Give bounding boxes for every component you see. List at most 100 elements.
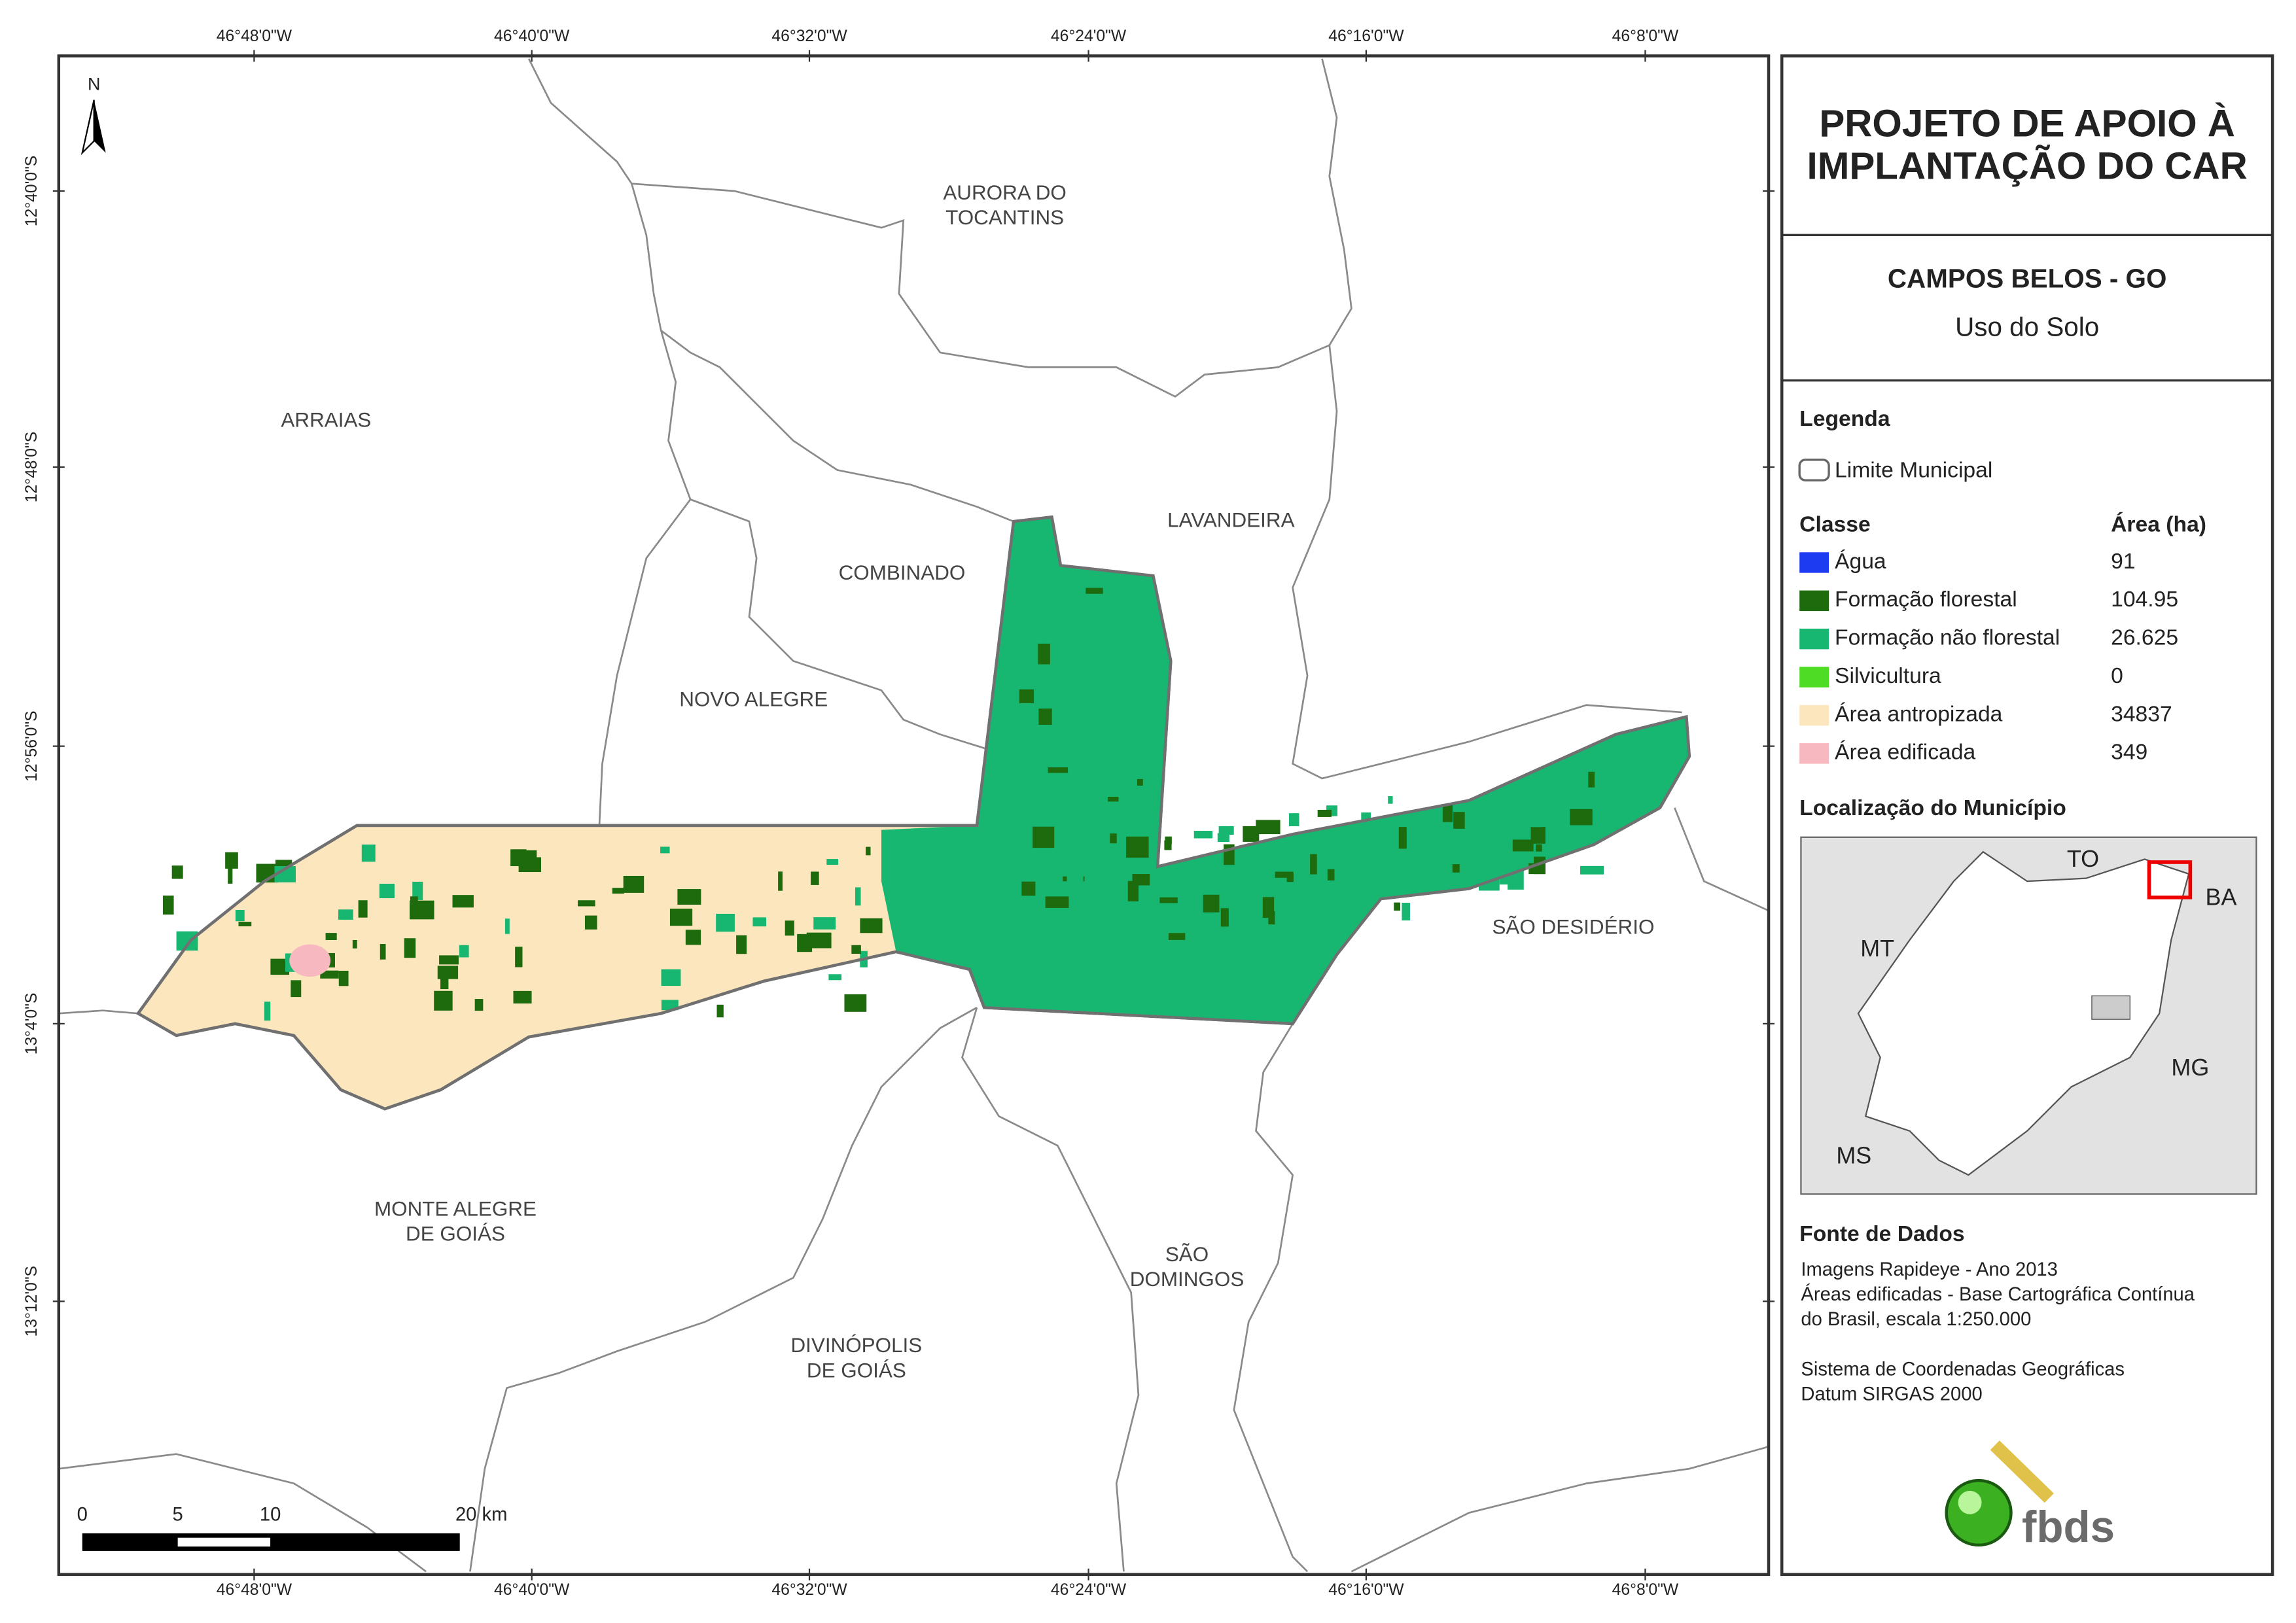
locator-label: MS <box>1836 1142 1871 1169</box>
locator-label: MG <box>2171 1054 2209 1081</box>
x-coordinate: 46°16'0"W <box>1328 1581 1404 1599</box>
forest-patch <box>855 887 861 906</box>
legend-label: Formação não florestal <box>1835 626 2060 650</box>
y-coordinate: 12°40'0"S <box>23 156 41 226</box>
y-coordinate: 13°12'0"S <box>23 1266 41 1336</box>
forest-patch <box>1164 840 1172 850</box>
x-coordinate: 46°32'0"W <box>771 27 847 45</box>
boundary-swatch <box>1798 459 1830 481</box>
legend-swatch <box>1799 705 1829 726</box>
forest-patch <box>1452 864 1460 873</box>
forest-patch <box>669 908 693 926</box>
forest-patch <box>1530 827 1545 844</box>
title: PROJETO DE APOIO À <box>1819 102 2235 145</box>
forest-patch <box>1035 614 1044 625</box>
municipality-boundary <box>135 515 1691 1111</box>
logo-mark <box>1958 1490 1982 1514</box>
forest-patch <box>1534 856 1546 875</box>
forest-patch <box>1107 797 1119 802</box>
locator-label: TO <box>2067 845 2099 872</box>
forest-patch <box>452 895 474 908</box>
forest-patch <box>1193 831 1213 839</box>
forest-patch <box>1588 771 1595 788</box>
forest-patch <box>685 930 701 945</box>
place-name: SÃO <box>1165 1243 1209 1266</box>
place-name: DIVINÓPOLIS <box>790 1334 922 1357</box>
urban-area <box>289 944 331 977</box>
place-name: DE GOIÁS <box>807 1359 906 1382</box>
forest-patch <box>736 935 747 954</box>
forest-patches <box>162 587 1604 1021</box>
legend-label: Água <box>1835 550 1886 574</box>
place-name: ARRAIAS <box>281 409 371 432</box>
place-name: SÃO DESIDÉRIO <box>1492 915 1654 938</box>
x-coordinate: 46°40'0"W <box>494 1581 570 1599</box>
forest-patch <box>1528 863 1534 875</box>
forest-patch <box>860 918 883 934</box>
forest-patch <box>1127 881 1139 901</box>
logo-mark <box>1990 1440 2054 1503</box>
legend-label: Área antropizada <box>1835 702 2003 726</box>
place-name: AURORA DO <box>943 181 1067 204</box>
x-coordinate: 46°32'0"W <box>771 1581 847 1599</box>
forest-patch <box>1275 871 1294 878</box>
locator-title: Localização do Município <box>1799 796 2066 820</box>
forest-patch <box>264 1002 271 1021</box>
legend-title: Legenda <box>1799 407 1890 431</box>
forest-patch <box>171 865 183 879</box>
forest-patch <box>1086 587 1103 594</box>
legend-area: 34837 <box>2111 702 2172 726</box>
x-coordinate: 46°16'0"W <box>1328 27 1404 45</box>
scale-label: 20 km <box>455 1505 507 1526</box>
legend-area: 26.625 <box>2111 626 2178 650</box>
forest-patch <box>1132 874 1150 886</box>
source-line: Imagens Rapideye - Ano 2013 <box>1801 1259 2057 1280</box>
forest-patch <box>1093 607 1117 629</box>
forest-patch <box>1346 878 1361 884</box>
forest-patch <box>612 888 624 894</box>
legend-area: 91 <box>2111 550 2135 574</box>
forest-patch <box>437 966 459 979</box>
forest-patch <box>1038 708 1052 725</box>
forest-patch <box>504 918 510 934</box>
locator-label: MT <box>1860 935 1894 962</box>
forest-patch <box>623 875 645 893</box>
legend-swatch <box>1799 628 1829 650</box>
title: IMPLANTAÇÃO DO CAR <box>1807 145 2248 188</box>
forest-patch <box>1021 881 1036 896</box>
x-coordinate: 46°48'0"W <box>217 1581 292 1599</box>
place-name: TOCANTINS <box>945 206 1064 229</box>
forest-patch <box>1165 836 1172 845</box>
forest-patch <box>320 970 339 979</box>
scale-label: 10 <box>260 1505 281 1526</box>
forest-patch <box>474 999 484 1011</box>
north-label: N <box>88 74 100 94</box>
legend-swatch <box>1799 590 1829 612</box>
forest-patch <box>785 920 794 936</box>
municipality: CAMPOS BELOS - GO <box>1888 264 2167 294</box>
forest-patch <box>410 900 434 920</box>
federal-district <box>2091 995 2130 1020</box>
forest-patch <box>1159 897 1178 903</box>
forest-patch <box>1288 813 1299 827</box>
forest-patch <box>716 913 735 932</box>
forest-patch <box>412 881 423 900</box>
forest-patch <box>1442 804 1453 822</box>
forest-patch <box>1536 844 1542 852</box>
forest-patch <box>1074 718 1082 729</box>
y-coordinate: 12°56'0"S <box>23 710 41 781</box>
place-name: DE GOIÁS <box>406 1222 505 1245</box>
forest-patch <box>661 1000 679 1011</box>
legend-label: Área edificada <box>1835 741 1975 765</box>
forest-patch <box>811 871 819 885</box>
forest-patch <box>1002 784 1016 799</box>
forest-patch <box>1204 864 1222 885</box>
forest-patch <box>1343 891 1368 911</box>
forest-patch <box>235 910 245 922</box>
forest-patch <box>844 994 867 1012</box>
forest-patch <box>327 952 335 968</box>
x-coordinate: 46°48'0"W <box>217 27 292 45</box>
area-header: Área (ha) <box>2111 512 2206 537</box>
scale-label: 5 <box>173 1505 183 1526</box>
